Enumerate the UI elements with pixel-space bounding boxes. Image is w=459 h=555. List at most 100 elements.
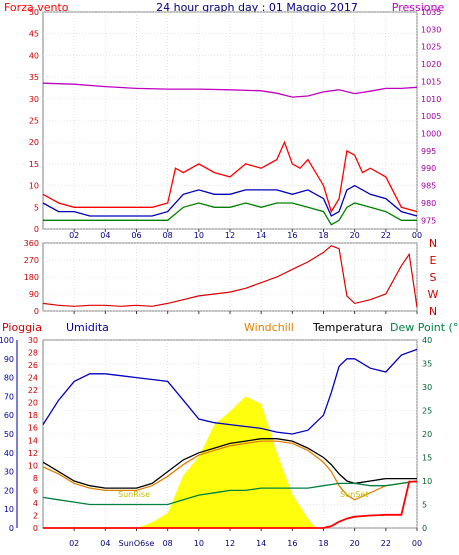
sunrise-annotation: SunRise [118,490,150,499]
wind-tick-label: 10 [29,182,39,191]
wind-tick-label: 50 [29,8,39,17]
x-tick-label: 18 [318,231,328,240]
wind-tick-label: 45 [29,30,39,39]
x-tick-label: 08 [163,231,173,240]
dewpoint-label: Dew Point (°C [390,321,459,334]
rain-tick-label: 8 [33,474,38,483]
wind-tick-label: 15 [29,160,39,169]
x-tick-label: SunO6se [119,539,155,548]
x-tick-label: 06 [131,231,141,240]
temp-tick-label: 40 [422,336,432,345]
x-tick-label: 14 [256,539,266,548]
x-tick-label: 00 [412,231,422,240]
solar-area [136,396,316,528]
temp-tick-label: 0 [422,524,427,533]
pressure-tick-label: 1000 [421,130,441,139]
humidity-tick-label: 100 [0,336,14,345]
wind-tick-label: 5 [34,203,39,212]
x-tick-label: 20 [350,231,360,240]
direction-tick-label: 360 [24,239,39,248]
x-tick-label: 04 [100,231,110,240]
x-tick-label: 22 [381,539,391,548]
temp-series-1 [42,440,418,501]
x-tick-label: 10 [194,539,204,548]
wind-series-2 [43,202,417,226]
sunset-annotation: SunSet [340,490,368,499]
pressure-tick-label: 1010 [421,95,441,104]
windchill-label: Windchill [244,321,294,334]
rain-tick-label: 20 [28,399,38,408]
x-tick-label: 02 [69,539,79,548]
rain-tick-label: 4 [33,499,38,508]
rain-tick-label: 0 [33,524,38,533]
rain-tick-label: 14 [28,436,38,445]
temperature-label: Temperatura [312,321,383,334]
pressure-tick-label: 1030 [421,25,441,34]
temp-series-3 [42,480,418,506]
wind-speed-label: Forza vento [4,1,69,14]
pressure-tick-label: 980 [421,199,436,208]
compass-label: S [430,271,437,284]
x-tick-label: 04 [100,539,110,548]
direction-series-0 [42,245,418,308]
humidity-tick-label: 90 [4,355,14,364]
wind-series-3 [42,82,418,98]
x-tick-label: 16 [287,539,297,548]
humidity-tick-label: 50 [4,430,14,439]
direction-tick-label: 90 [29,290,39,299]
humidity-tick-label: 70 [4,392,14,401]
rain-tick-label: 26 [28,361,38,370]
pressure-tick-label: 985 [421,182,436,191]
rain-tick-label: 30 [28,336,38,345]
pressure-tick-label: 975 [421,216,436,225]
rain-tick-label: 28 [28,349,38,358]
rain-label: Pioggia [2,321,42,334]
humidity-tick-label: 0 [9,524,14,533]
x-tick-label: 02 [69,231,79,240]
temp-series-0 [42,348,418,435]
compass-label: E [430,254,437,267]
pressure-tick-label: 1025 [421,43,441,52]
x-tick-label: 22 [381,231,391,240]
compass-label: N [429,305,437,318]
humidity-tick-label: 60 [4,411,14,420]
temp-tick-label: 5 [422,501,427,510]
x-tick-label: 08 [163,539,173,548]
wind-series-0 [42,140,418,214]
wind-tick-label: 0 [34,225,39,234]
humidity-tick-label: 20 [4,486,14,495]
humidity-tick-label: 10 [4,505,14,514]
pressure-label: Pressione [392,1,445,14]
direction-tick-label: 270 [24,256,39,265]
temp-tick-label: 30 [422,383,432,392]
x-tick-label: 16 [287,231,297,240]
direction-tick-label: 180 [24,273,39,282]
pressure-tick-label: 1015 [421,77,441,86]
rain-tick-label: 16 [28,424,38,433]
chart-title: 24 hour graph day : 01 Maggio 2017 [156,1,358,14]
pressure-tick-label: 1005 [421,112,441,121]
temp-tick-label: 10 [422,477,432,486]
temp-series-2 [42,438,417,489]
pressure-tick-label: 1020 [421,60,441,69]
pressure-tick-label: 990 [421,164,436,173]
temp-tick-label: 15 [422,454,432,463]
pressure-tick-label: 1035 [421,8,441,17]
rain-tick-label: 2 [33,511,38,520]
rain-tick-label: 18 [28,411,38,420]
direction-tick-label: 0 [34,307,39,316]
x-tick-label: 14 [256,231,266,240]
humidity-tick-label: 30 [4,468,14,477]
wind-series-1 [42,184,418,217]
humidity-tick-label: 40 [4,449,14,458]
wind-tick-label: 30 [29,95,39,104]
x-tick-label: 00 [412,539,422,548]
wind-tick-label: 35 [29,73,39,82]
temp-tick-label: 20 [422,430,432,439]
compass-label: W [428,288,439,301]
x-tick-label: 10 [194,231,204,240]
pressure-tick-label: 995 [421,147,436,156]
temp-tick-label: 25 [422,407,432,416]
rain-tick-label: 22 [28,386,38,395]
